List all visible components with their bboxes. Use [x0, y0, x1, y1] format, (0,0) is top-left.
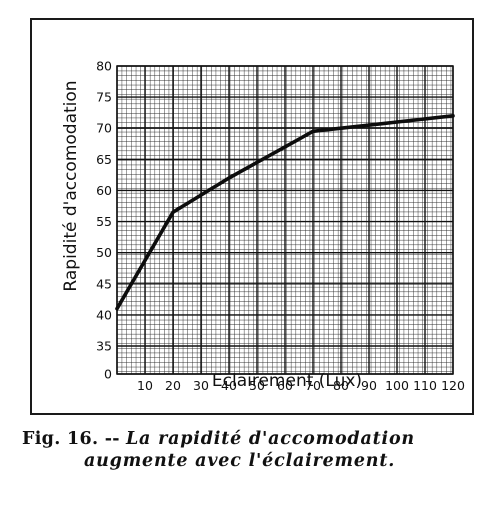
- y-tick-label: 45: [96, 276, 112, 291]
- x-tick-label: 80: [333, 378, 349, 393]
- line-chart: 0 35 40 45 50 55 60 65 70 75 80 10 20 30 40 50 60 70 80 90…: [61, 59, 465, 394]
- figure-frame: [30, 18, 474, 415]
- major-grid: [116, 65, 454, 375]
- x-tick-label: 100: [385, 378, 409, 393]
- x-tick-label: 20: [165, 378, 181, 393]
- y-tick-label: 60: [96, 183, 112, 198]
- y-tick-label: 0: [104, 367, 112, 382]
- y-tick-label: 65: [96, 152, 112, 167]
- y-tick-label: 40: [96, 307, 112, 322]
- y-tick-label: 75: [96, 90, 112, 105]
- x-tick-label: 40: [221, 378, 237, 393]
- caption-line-2: augmente avec l'éclairement.: [84, 451, 396, 471]
- y-axis-ticks: 0 35 40 45 50 55 60 65 70 75 80: [96, 59, 112, 382]
- y-tick-label: 70: [96, 121, 112, 136]
- x-tick-label: 50: [249, 378, 265, 393]
- x-tick-label: 30: [193, 378, 209, 393]
- x-tick-label: 60: [277, 378, 293, 393]
- x-tick-label: 120: [441, 378, 465, 393]
- y-tick-label: 50: [96, 245, 112, 260]
- x-axis-title: Eclairement (Lux): [212, 371, 362, 391]
- x-tick-label: 70: [305, 378, 321, 393]
- x-axis-ticks: 10 20 30 40 50 60 70 80 90 100 110 120: [137, 378, 465, 393]
- x-tick-label: 90: [361, 378, 377, 393]
- series-line: [115, 114, 455, 311]
- x-tick-label: 110: [413, 378, 437, 393]
- x-tick-label: 10: [137, 378, 153, 393]
- caption-line-1: La rapidité d'accomodation: [125, 429, 415, 449]
- y-tick-label: 35: [96, 339, 112, 354]
- y-tick-label: 80: [96, 59, 112, 74]
- figure-caption: Fig. 16. -- La rapidité d'accomodation a…: [22, 428, 492, 472]
- y-tick-label: 55: [96, 214, 112, 229]
- y-axis-title: Rapidité d'accomodation: [61, 80, 81, 291]
- caption-figure-label: Fig. 16. --: [22, 429, 120, 449]
